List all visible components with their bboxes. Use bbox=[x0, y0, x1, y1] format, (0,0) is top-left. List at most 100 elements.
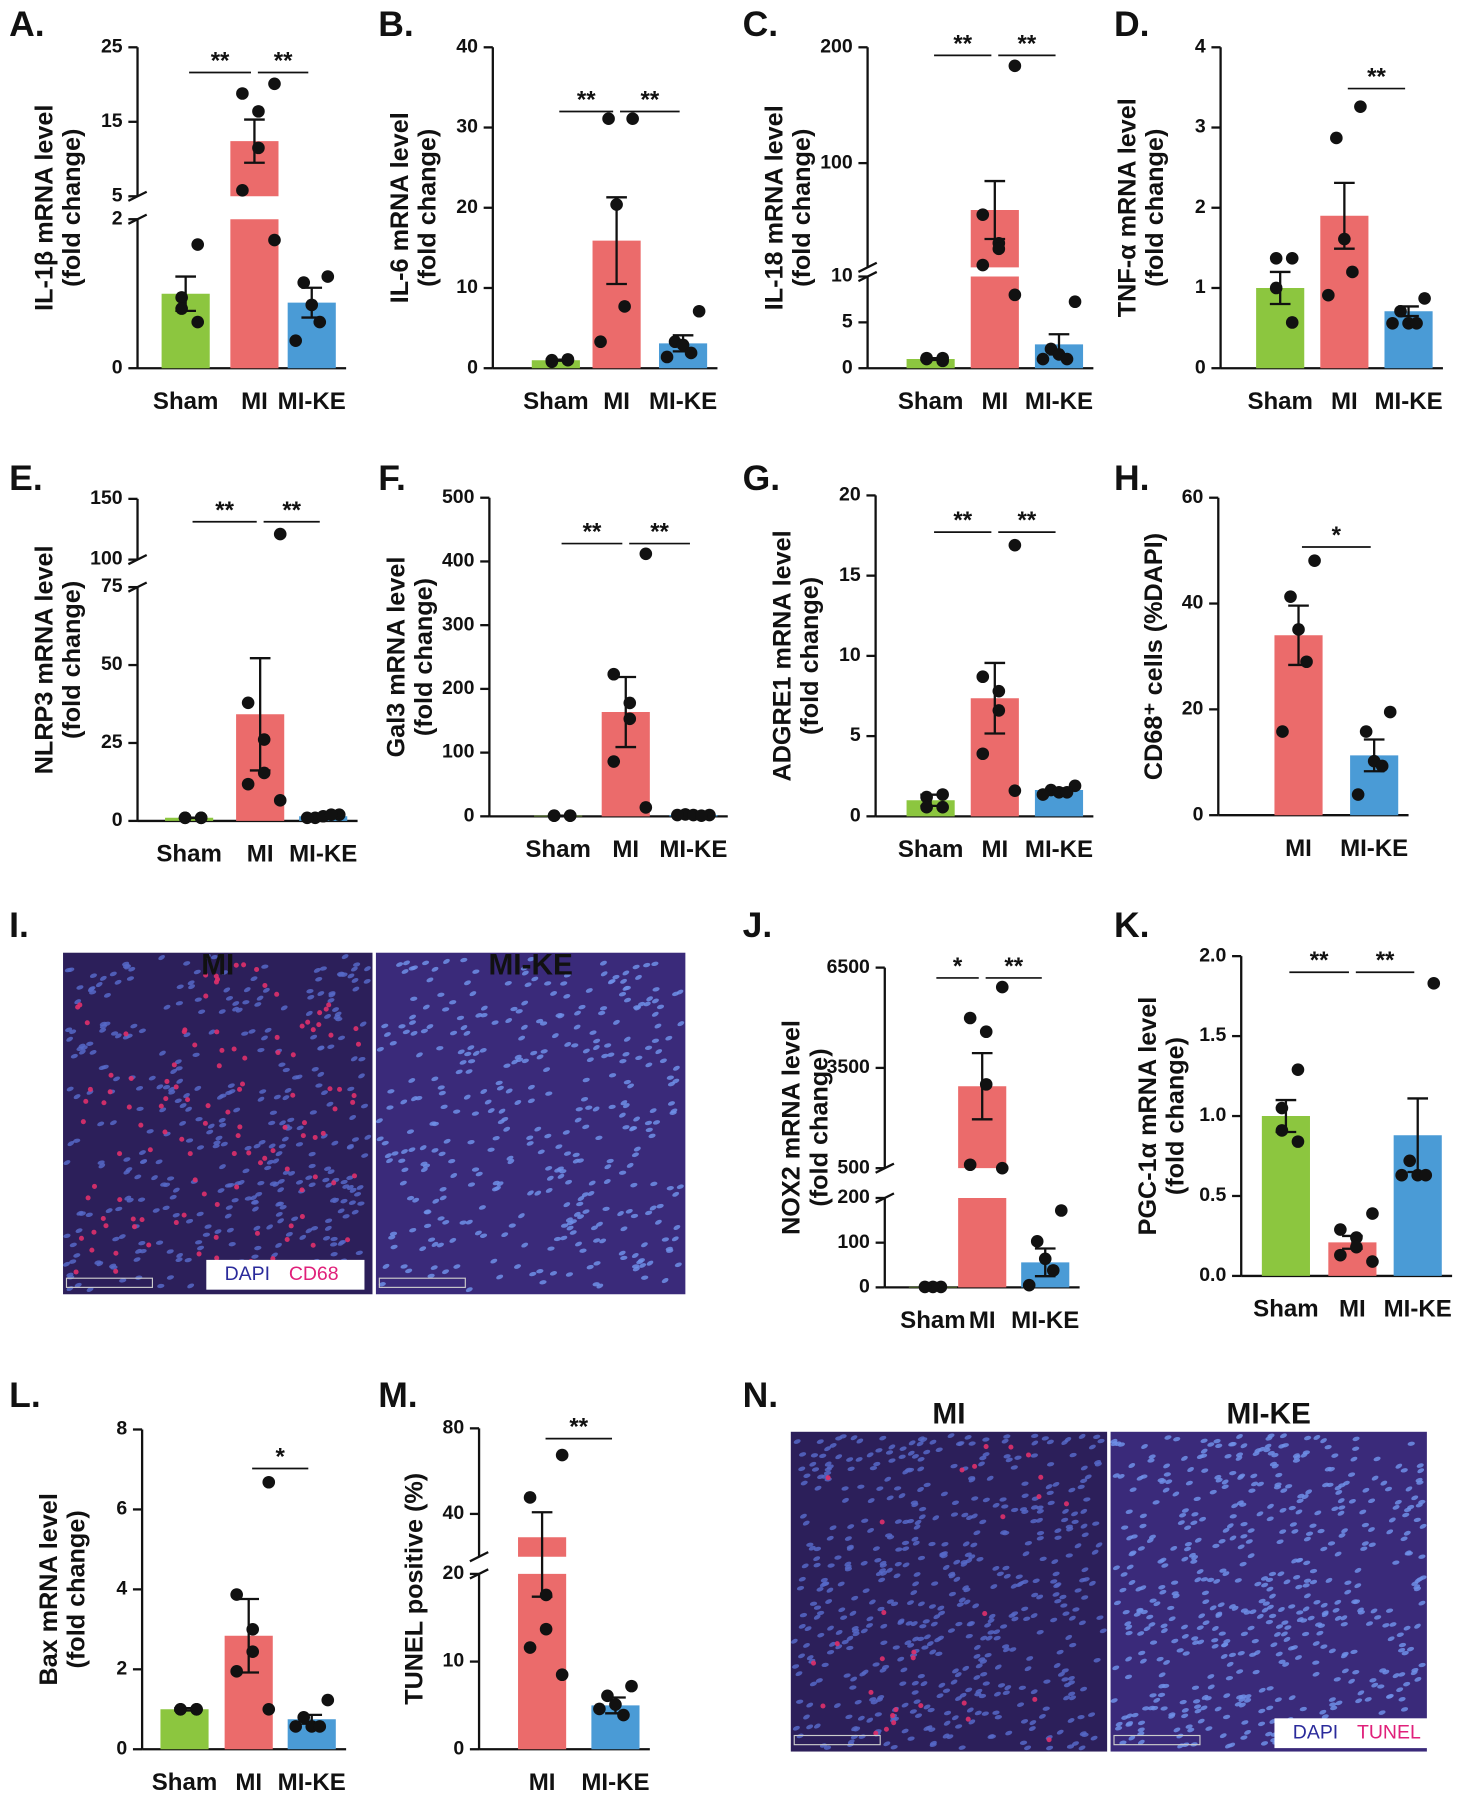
nucleus bbox=[919, 1624, 927, 1629]
nucleus bbox=[1065, 1524, 1073, 1529]
nucleus bbox=[1139, 1523, 1147, 1529]
nucleus bbox=[856, 1438, 864, 1444]
nucleus bbox=[479, 1048, 487, 1053]
stain bbox=[893, 1707, 899, 1713]
nucleus bbox=[1365, 1621, 1374, 1626]
significance-label: ** bbox=[215, 497, 234, 524]
nucleus bbox=[574, 1010, 581, 1016]
significance-label: ** bbox=[583, 519, 602, 546]
nucleus bbox=[124, 1195, 132, 1201]
nucleus bbox=[1024, 1745, 1032, 1751]
nucleus bbox=[633, 1116, 640, 1122]
nucleus bbox=[1125, 1656, 1132, 1662]
nucleus bbox=[1119, 1587, 1127, 1593]
nucleus bbox=[829, 1525, 837, 1531]
nucleus bbox=[1254, 1581, 1262, 1587]
nucleus bbox=[816, 1610, 825, 1616]
nucleus bbox=[281, 1136, 289, 1142]
nucleus bbox=[307, 994, 315, 1000]
nucleus bbox=[89, 1050, 97, 1055]
nucleus bbox=[1280, 1631, 1288, 1637]
nucleus bbox=[159, 1107, 167, 1113]
nucleus bbox=[1392, 1673, 1400, 1679]
nucleus bbox=[955, 1696, 962, 1701]
nucleus bbox=[179, 1120, 187, 1126]
data-point bbox=[268, 233, 281, 247]
nucleus bbox=[1143, 1626, 1151, 1632]
nucleus bbox=[917, 1673, 925, 1679]
nucleus bbox=[1207, 1442, 1215, 1447]
nucleus bbox=[1266, 1705, 1274, 1711]
nucleus bbox=[1309, 1568, 1318, 1574]
nucleus bbox=[534, 1190, 542, 1196]
stain bbox=[179, 1136, 185, 1142]
nucleus bbox=[1191, 1685, 1200, 1690]
x-tick-label: MI-KE bbox=[1340, 835, 1408, 862]
nucleus bbox=[666, 1186, 674, 1191]
nucleus bbox=[1030, 1453, 1038, 1458]
nucleus bbox=[917, 1555, 926, 1561]
stain bbox=[331, 1180, 337, 1186]
nucleus bbox=[827, 1563, 835, 1568]
nucleus bbox=[1394, 1499, 1402, 1505]
nucleus bbox=[813, 1605, 822, 1610]
nucleus bbox=[224, 1213, 232, 1219]
nucleus bbox=[465, 1287, 473, 1293]
nucleus bbox=[1196, 1454, 1204, 1460]
nucleus bbox=[1019, 1740, 1028, 1745]
nucleus bbox=[170, 1069, 178, 1074]
nucleus bbox=[354, 1192, 362, 1197]
nucleus bbox=[1377, 1684, 1385, 1689]
nucleus bbox=[1416, 1463, 1424, 1468]
stain bbox=[130, 1216, 136, 1222]
nucleus bbox=[951, 1715, 959, 1721]
nucleus bbox=[1089, 1580, 1096, 1586]
nucleus bbox=[175, 1001, 184, 1006]
nucleus bbox=[491, 1020, 499, 1025]
stain bbox=[237, 1086, 243, 1092]
nucleus bbox=[888, 1444, 896, 1450]
x-tick-label: MI bbox=[241, 388, 268, 415]
stain bbox=[299, 1187, 305, 1193]
nucleus bbox=[1295, 1509, 1303, 1515]
nucleus bbox=[1221, 1479, 1229, 1485]
stain bbox=[323, 1006, 329, 1012]
nucleus bbox=[475, 1171, 483, 1177]
stain bbox=[214, 1029, 220, 1035]
nucleus bbox=[932, 1515, 940, 1521]
significance-label: ** bbox=[650, 519, 669, 546]
nucleus bbox=[133, 1257, 141, 1262]
data-point bbox=[623, 712, 637, 726]
nucleus bbox=[651, 1011, 659, 1017]
nucleus bbox=[1191, 1636, 1199, 1641]
nucleus bbox=[231, 1198, 239, 1203]
y-tick-label: 0 bbox=[1195, 356, 1206, 378]
nucleus bbox=[953, 1559, 961, 1565]
data-point bbox=[563, 809, 577, 823]
nucleus bbox=[1068, 1487, 1076, 1493]
nucleus bbox=[155, 1240, 164, 1245]
y-tick-label: 10 bbox=[443, 1650, 465, 1672]
y-tick-label: 25 bbox=[101, 731, 123, 753]
nucleus bbox=[1036, 1630, 1044, 1635]
data-point bbox=[230, 1588, 243, 1601]
nucleus bbox=[1071, 1511, 1079, 1517]
nucleus bbox=[625, 1208, 633, 1214]
nucleus bbox=[645, 1210, 653, 1216]
nucleus bbox=[1302, 1450, 1310, 1455]
nucleus bbox=[1201, 1694, 1209, 1700]
nucleus bbox=[85, 1212, 93, 1217]
nucleus bbox=[1071, 1741, 1079, 1746]
nucleus bbox=[1248, 1488, 1256, 1493]
nucleus bbox=[1278, 1606, 1285, 1612]
stain bbox=[192, 1177, 198, 1183]
nucleus bbox=[1090, 1735, 1098, 1741]
stain bbox=[351, 1173, 358, 1179]
nucleus bbox=[1117, 1474, 1125, 1479]
data-point bbox=[1350, 1240, 1363, 1254]
nucleus bbox=[1415, 1477, 1423, 1483]
data-point bbox=[539, 1588, 553, 1602]
nucleus bbox=[846, 1457, 854, 1462]
nucleus bbox=[487, 1108, 495, 1114]
nucleus bbox=[929, 1740, 937, 1746]
